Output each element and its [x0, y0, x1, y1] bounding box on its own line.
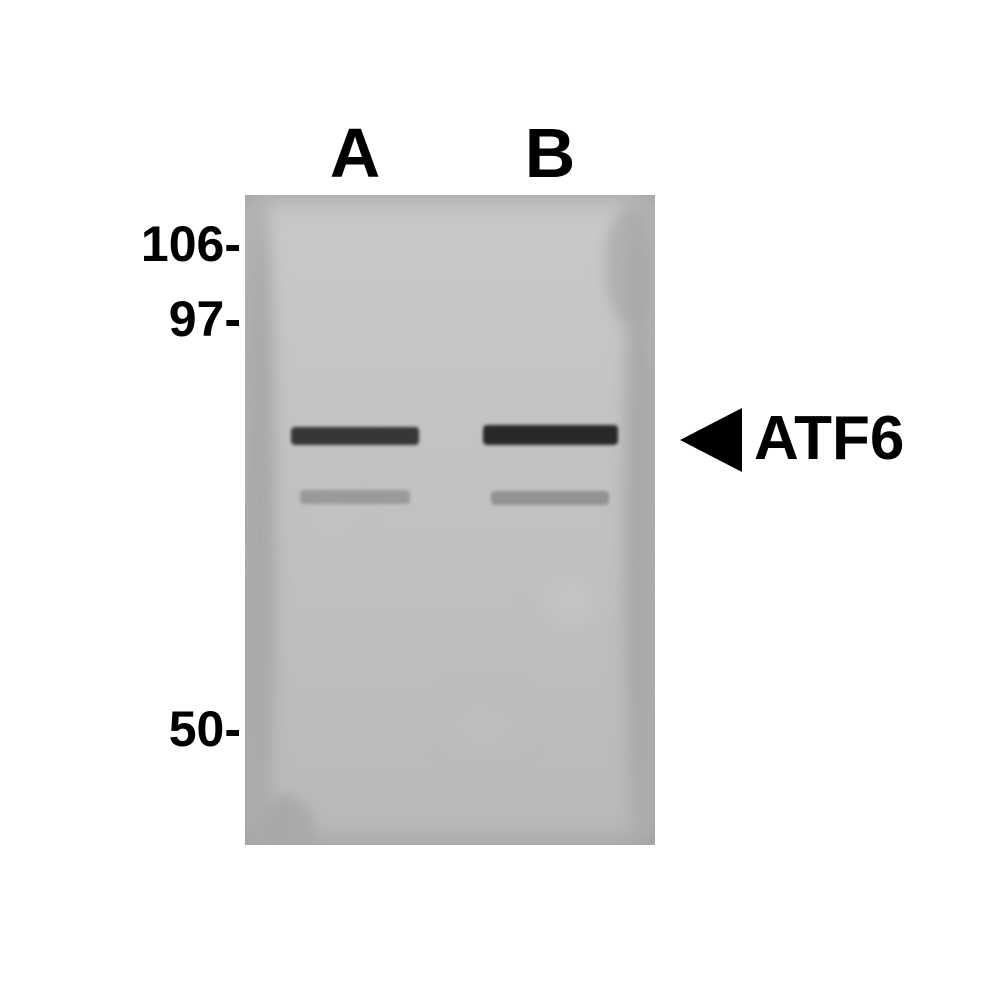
noise-spot [625, 195, 655, 845]
blot-membrane [245, 195, 655, 845]
lane-label: A [330, 113, 381, 193]
protein-label: ATF6 [754, 403, 904, 474]
noise-spot [245, 195, 275, 845]
protein-band [483, 425, 618, 445]
protein-band [291, 427, 419, 445]
protein-arrowhead-icon [680, 408, 742, 472]
protein-band [491, 491, 609, 505]
lane-label: B [525, 113, 576, 193]
noise-spot [545, 575, 595, 625]
protein-band [300, 490, 410, 504]
blot-background [245, 195, 655, 845]
mw-marker: 50- [169, 700, 241, 758]
mw-marker: 106- [141, 215, 241, 273]
western-blot-figure: A B 106- 97- 50- ATF6 [0, 0, 1000, 1000]
noise-spot [445, 695, 525, 755]
mw-marker: 97- [169, 290, 241, 348]
